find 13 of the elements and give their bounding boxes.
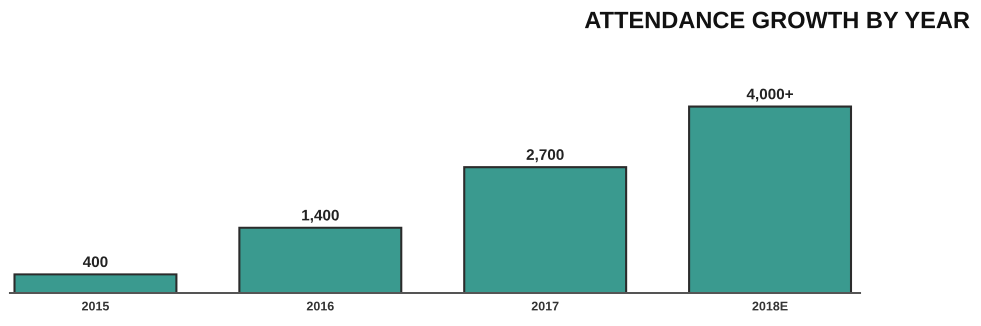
data-label: 4,000+	[746, 88, 794, 102]
data-label: 2,700	[526, 149, 564, 162]
bar	[238, 226, 402, 293]
data-label: 400	[82, 256, 108, 268]
x-tick-label: 2017	[532, 302, 559, 311]
bar	[688, 106, 852, 293]
data-label: 1,400	[302, 210, 339, 223]
bar	[13, 273, 178, 293]
bar	[463, 166, 628, 293]
chart-title: ATTENDANCE GROWTH BY YEAR	[584, 12, 970, 28]
x-tick-label: 2015	[82, 302, 110, 311]
x-tick-label: 2018E	[752, 302, 788, 311]
x-tick-label: 2016	[306, 302, 334, 311]
